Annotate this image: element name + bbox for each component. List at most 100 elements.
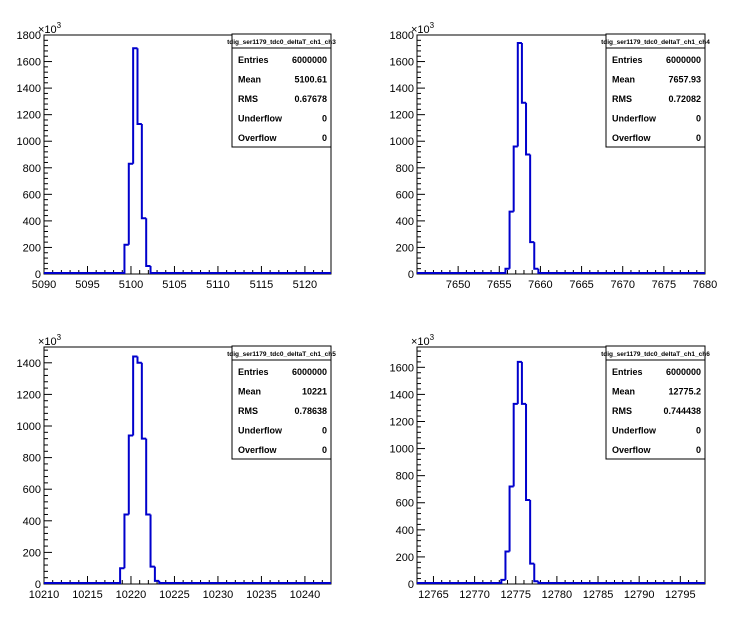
- x-tick-label: 5095: [75, 279, 99, 291]
- histogram-bin: [504, 550, 510, 580]
- x-tick-label: 12775: [500, 589, 531, 601]
- y-multiplier-exponent: 3: [57, 333, 62, 342]
- y-tick-label: 1600: [390, 362, 414, 374]
- histogram-bin: [140, 123, 147, 220]
- y-tick-label: 200: [396, 242, 414, 254]
- histogram-bin: [140, 362, 147, 440]
- x-tick-label: 10215: [72, 589, 103, 601]
- stats-entries-value: 6000000: [666, 367, 701, 377]
- histogram-panel-4: 0 200 400 600 800 1000 1200 1400 1600 12765 12770 1…: [390, 333, 711, 601]
- y-tick-label: 400: [23, 516, 41, 528]
- stats-mean-label: Mean: [238, 387, 261, 397]
- histogram-bin: [127, 162, 134, 245]
- x-tick-label: 5100: [119, 279, 143, 291]
- x-tick-label: 10230: [203, 589, 234, 601]
- y-tick-label: 1200: [17, 110, 41, 122]
- x-tick-label: 12770: [459, 589, 490, 601]
- y-tick-label: 1000: [17, 421, 41, 433]
- x-tick-label: 7675: [652, 279, 676, 291]
- histogram-bin: [136, 356, 142, 364]
- y-multiplier-base: ×10: [38, 336, 57, 348]
- stats-overflow-label: Overflow: [238, 133, 278, 143]
- x-tick-label: 10220: [116, 589, 147, 601]
- y-tick-label: 1400: [390, 83, 414, 95]
- histogram-bin: [533, 563, 539, 583]
- histogram-bin: [132, 355, 138, 436]
- stats-overflow-label: Overflow: [612, 445, 652, 455]
- stats-underflow-value: 0: [696, 426, 701, 436]
- x-tick-label: 5110: [206, 279, 230, 291]
- y-tick-label: 1200: [17, 389, 41, 401]
- y-tick-label: 800: [23, 453, 41, 465]
- y-tick-label: 200: [23, 242, 41, 254]
- y-tick-label: 600: [23, 189, 41, 201]
- y-tick-label: 0: [35, 579, 41, 591]
- x-tick-label: 7650: [446, 279, 470, 291]
- histogram-bin: [145, 218, 151, 268]
- y-tick-label: 1200: [390, 416, 414, 428]
- stats-mean-value: 7657.93: [668, 75, 701, 85]
- histogram-title: tdig_ser1179_tdc0_deltaT_ch1_ch5: [227, 351, 336, 358]
- stats-box: [231, 345, 332, 460]
- histogram-bin: [516, 360, 522, 404]
- stats-rms-label: RMS: [238, 94, 258, 104]
- y-tick-label: 1000: [17, 136, 41, 148]
- x-tick-label: 7665: [569, 279, 593, 291]
- y-multiplier-base: ×10: [411, 336, 430, 348]
- y-multiplier-label: ×103: [411, 21, 435, 36]
- y-multiplier-exponent: 3: [430, 21, 435, 30]
- y-multiplier-label: ×103: [38, 21, 62, 36]
- stats-underflow-label: Underflow: [238, 114, 283, 124]
- y-multiplier-base: ×10: [38, 24, 57, 36]
- stats-overflow-label: Overflow: [238, 445, 278, 455]
- histogram-bin: [136, 48, 142, 125]
- stats-underflow-label: Underflow: [612, 114, 657, 124]
- y-tick-label: 600: [23, 484, 41, 496]
- stats-box: [605, 345, 706, 460]
- y-tick-label: 400: [396, 525, 414, 537]
- stats-mean-label: Mean: [612, 387, 635, 397]
- histogram-bin: [149, 514, 155, 568]
- stats-rms-label: RMS: [612, 406, 632, 416]
- histogram-bin: [508, 485, 514, 552]
- histogram-bin: [516, 41, 522, 147]
- y-tick-label: 600: [396, 498, 414, 510]
- y-tick-label: 400: [23, 216, 41, 228]
- histogram-panel-3: 0 200 400 600 800 1000 1200 1400 10210 10215 10220…: [17, 333, 337, 601]
- x-tick-label: 10210: [29, 589, 60, 601]
- y-multiplier-exponent: 3: [430, 333, 435, 342]
- y-tick-label: 800: [396, 163, 414, 175]
- stats-entries-value: 6000000: [666, 55, 701, 65]
- histogram-bin: [153, 566, 160, 582]
- x-tick-label: 7670: [610, 279, 634, 291]
- stats-rms-value: 0.67678: [294, 94, 327, 104]
- histogram-bin: [123, 243, 129, 274]
- stats-underflow-label: Underflow: [238, 426, 283, 436]
- y-multiplier-label: ×103: [411, 333, 435, 348]
- stats-underflow-value: 0: [696, 114, 701, 124]
- stats-mean-label: Mean: [238, 75, 261, 85]
- stats-mean-value: 12775.2: [668, 387, 701, 397]
- y-tick-label: 800: [23, 163, 41, 175]
- x-tick-label: 12790: [624, 589, 655, 601]
- histogram-panel-1: 0 200 400 600 800 1000 1200 1400 1600 1800 5090 509…: [17, 21, 337, 291]
- x-tick-label: 12795: [665, 589, 696, 601]
- stats-overflow-value: 0: [322, 445, 327, 455]
- y-tick-label: 1600: [17, 57, 41, 69]
- histogram-bin: [520, 42, 527, 104]
- stats-overflow-value: 0: [322, 133, 327, 143]
- histogram-tail: [149, 266, 331, 274]
- y-multiplier-exponent: 3: [57, 21, 62, 30]
- histogram-bin: [119, 567, 125, 584]
- histogram-panel-2: 0 200 400 600 800 1000 1200 1400 1600 1800 7650 765…: [390, 21, 718, 291]
- y-tick-label: 200: [23, 547, 41, 559]
- stats-overflow-value: 0: [696, 133, 701, 143]
- y-tick-label: 1400: [17, 358, 41, 370]
- histogram-bin: [123, 513, 129, 569]
- stats-entries-label: Entries: [238, 55, 269, 65]
- y-tick-label: 400: [396, 216, 414, 228]
- histogram-bin: [512, 145, 518, 212]
- histogram-bin: [533, 242, 539, 270]
- y-tick-label: 0: [408, 269, 414, 281]
